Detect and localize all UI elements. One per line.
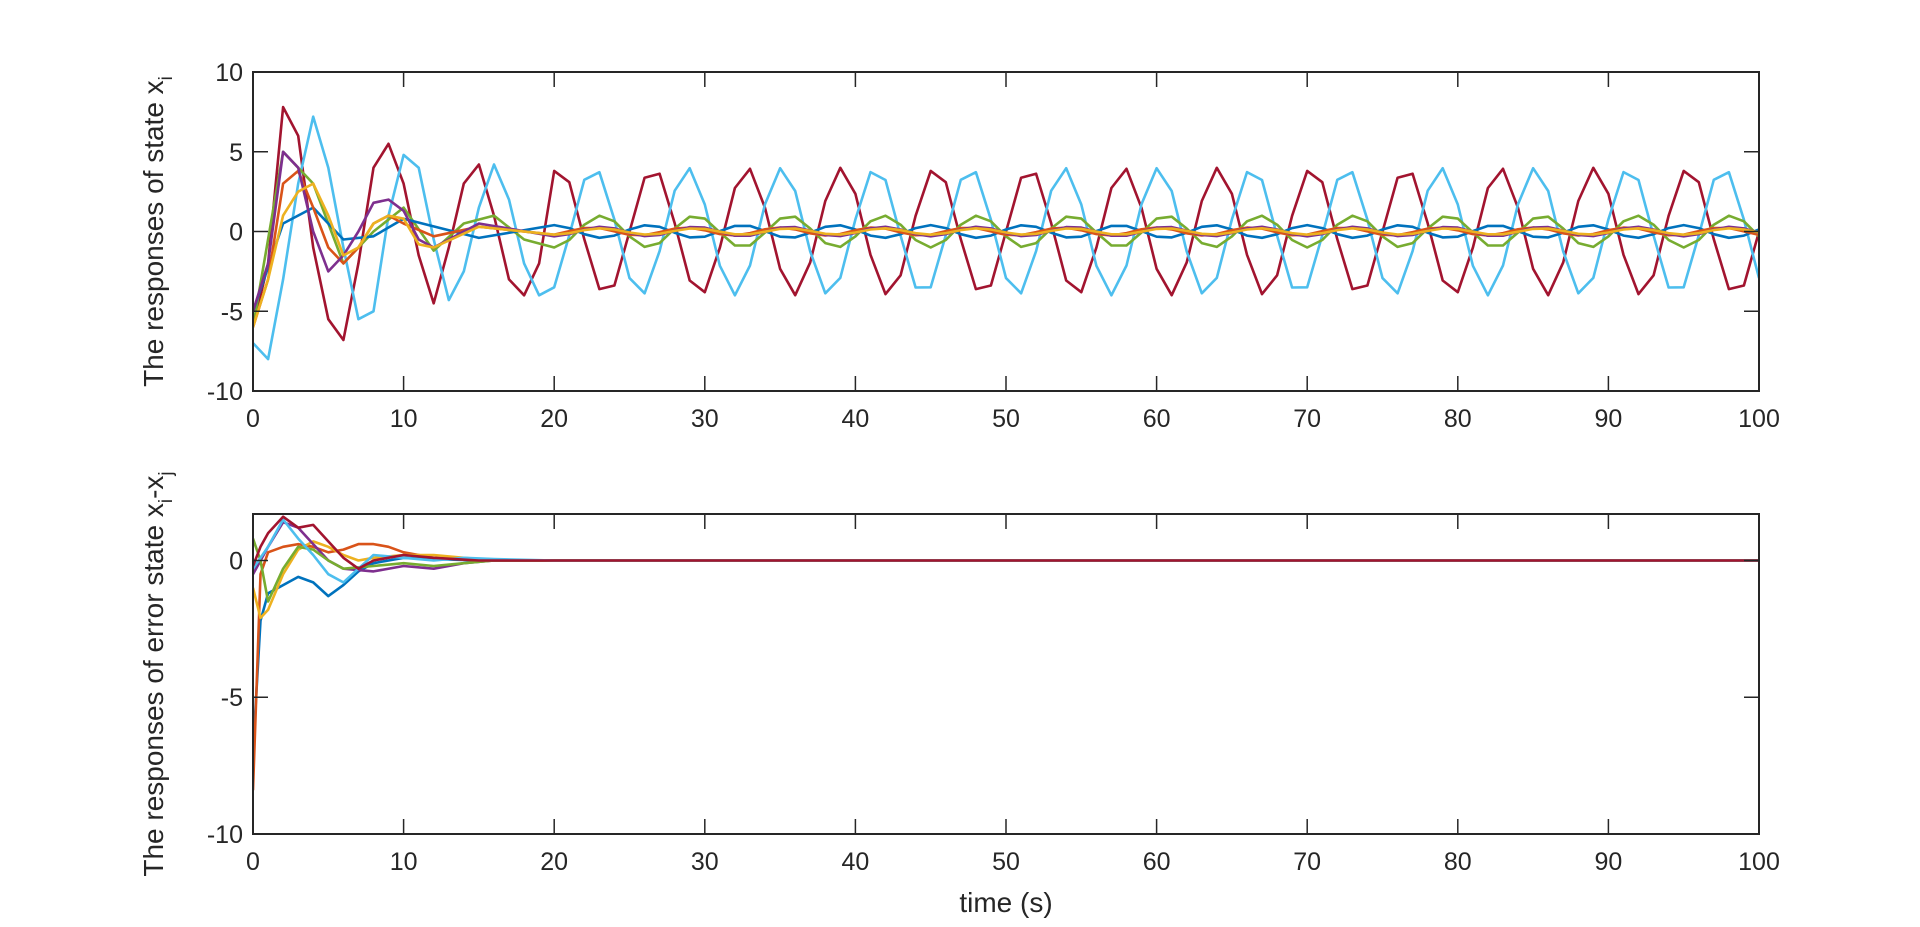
top-x-tick-label: 30: [691, 405, 719, 433]
bottom-ylabel-main: The responses of error state x: [138, 503, 169, 877]
bottom-series-group: [253, 515, 1759, 791]
bottom-x-tick-label: 30: [691, 848, 719, 876]
top-series-line-6: [253, 182, 1759, 328]
bottom-x-tick-label: 10: [390, 848, 418, 876]
top-y-tick-label: 10: [215, 59, 243, 87]
bottom-ylabel-sub2: j: [156, 471, 177, 476]
top-x-tick-label: 70: [1293, 405, 1321, 433]
bottom-y-tick-label: 0: [229, 547, 243, 575]
top-subplot: 0 10 20 30 40 50 60 70 80 90 100 -10 -5 0 5 10 The resp…: [138, 59, 1780, 433]
top-y-tick-label: -5: [221, 298, 243, 326]
bottom-x-tick-label: 40: [841, 848, 869, 876]
bottom-ylabel-sub1: i: [156, 499, 177, 503]
top-x-tick-label: 90: [1594, 405, 1622, 433]
bottom-x-tick-label: 90: [1594, 848, 1622, 876]
bottom-x-tick-label: 20: [540, 848, 568, 876]
bottom-x-axis-label: time (s): [959, 887, 1052, 918]
top-series-line-2: [253, 150, 1759, 328]
top-x-tick-label: 0: [246, 405, 260, 433]
bottom-x-tick-label: 0: [246, 848, 260, 876]
top-x-tick-label: 80: [1444, 405, 1472, 433]
bottom-y-axis-label: The responses of error state xi-xj: [138, 471, 177, 876]
top-y-tick-label: -10: [207, 378, 243, 406]
top-y-tick-label: 5: [229, 139, 243, 167]
top-series-line-1: [253, 115, 1759, 361]
bottom-y-tick-label: -10: [207, 821, 243, 849]
top-y-axis-label: The responses of state xi: [138, 76, 177, 387]
top-x-tick-label: 10: [390, 405, 418, 433]
bottom-x-tick-label: 80: [1444, 848, 1472, 876]
bottom-x-tick-label: 100: [1738, 848, 1780, 876]
top-ticks-group: 0 10 20 30 40 50 60 70 80 90 100 -10 -5 0 5 10: [207, 59, 1780, 433]
top-ylabel-main: The responses of state x: [138, 80, 169, 387]
top-x-tick-label: 100: [1738, 405, 1780, 433]
bottom-y-tick-label: -5: [221, 684, 243, 712]
top-ylabel-sub: i: [156, 76, 177, 80]
bottom-ticks-group: 0 10 20 30 40 50 60 70 80 90 100 -10 -5 0: [207, 514, 1780, 876]
bottom-x-tick-label: 70: [1293, 848, 1321, 876]
top-y-tick-label: 0: [229, 219, 243, 247]
top-x-tick-label: 50: [992, 405, 1020, 433]
top-x-tick-label: 40: [841, 405, 869, 433]
bottom-series-line-6: [253, 515, 1759, 570]
bottom-x-tick-label: 50: [992, 848, 1020, 876]
top-series-group: [253, 105, 1759, 361]
top-x-tick-label: 60: [1143, 405, 1171, 433]
bottom-ylabel-mid: -x: [138, 476, 169, 499]
bottom-subplot: 0 10 20 30 40 50 60 70 80 90 100 -10 -5 0 The respons…: [138, 471, 1780, 918]
bottom-x-tick-label: 60: [1143, 848, 1171, 876]
top-x-tick-label: 20: [540, 405, 568, 433]
